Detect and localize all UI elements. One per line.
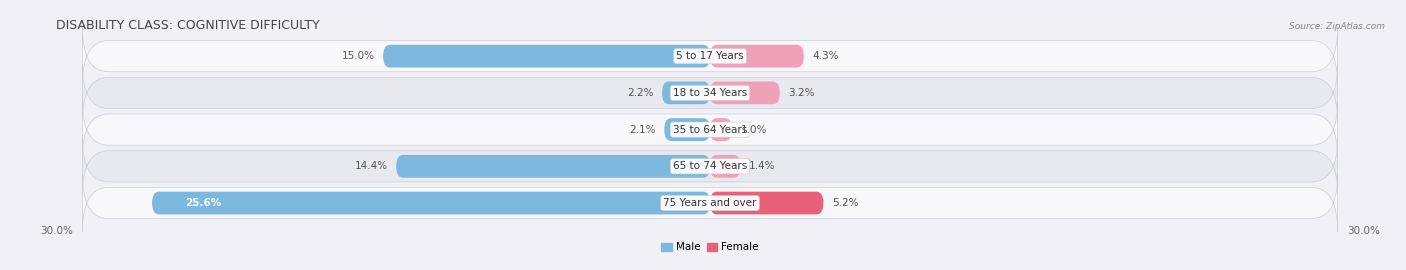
- FancyBboxPatch shape: [83, 101, 1337, 158]
- Text: 5 to 17 Years: 5 to 17 Years: [676, 51, 744, 61]
- Text: 14.4%: 14.4%: [354, 161, 388, 171]
- Text: 2.1%: 2.1%: [628, 124, 655, 135]
- Text: 15.0%: 15.0%: [342, 51, 374, 61]
- Text: 4.3%: 4.3%: [813, 51, 839, 61]
- FancyBboxPatch shape: [83, 28, 1337, 85]
- FancyBboxPatch shape: [396, 155, 710, 178]
- FancyBboxPatch shape: [710, 118, 731, 141]
- FancyBboxPatch shape: [710, 45, 804, 68]
- Text: 1.4%: 1.4%: [749, 161, 776, 171]
- FancyBboxPatch shape: [83, 65, 1337, 121]
- Text: Source: ZipAtlas.com: Source: ZipAtlas.com: [1289, 22, 1385, 31]
- Text: 18 to 34 Years: 18 to 34 Years: [673, 88, 747, 98]
- Text: 5.2%: 5.2%: [832, 198, 859, 208]
- Text: 3.2%: 3.2%: [789, 88, 815, 98]
- FancyBboxPatch shape: [664, 118, 710, 141]
- Text: 75 Years and over: 75 Years and over: [664, 198, 756, 208]
- FancyBboxPatch shape: [710, 192, 824, 214]
- FancyBboxPatch shape: [152, 192, 710, 214]
- Text: 1.0%: 1.0%: [741, 124, 766, 135]
- FancyBboxPatch shape: [710, 155, 741, 178]
- FancyBboxPatch shape: [662, 82, 710, 104]
- FancyBboxPatch shape: [710, 82, 780, 104]
- Text: 65 to 74 Years: 65 to 74 Years: [673, 161, 747, 171]
- Text: 35 to 64 Years: 35 to 64 Years: [673, 124, 747, 135]
- Legend: Male, Female: Male, Female: [657, 238, 763, 256]
- Text: 2.2%: 2.2%: [627, 88, 654, 98]
- FancyBboxPatch shape: [83, 175, 1337, 231]
- Text: 25.6%: 25.6%: [184, 198, 221, 208]
- FancyBboxPatch shape: [83, 138, 1337, 195]
- FancyBboxPatch shape: [382, 45, 710, 68]
- Text: DISABILITY CLASS: COGNITIVE DIFFICULTY: DISABILITY CLASS: COGNITIVE DIFFICULTY: [56, 19, 321, 32]
